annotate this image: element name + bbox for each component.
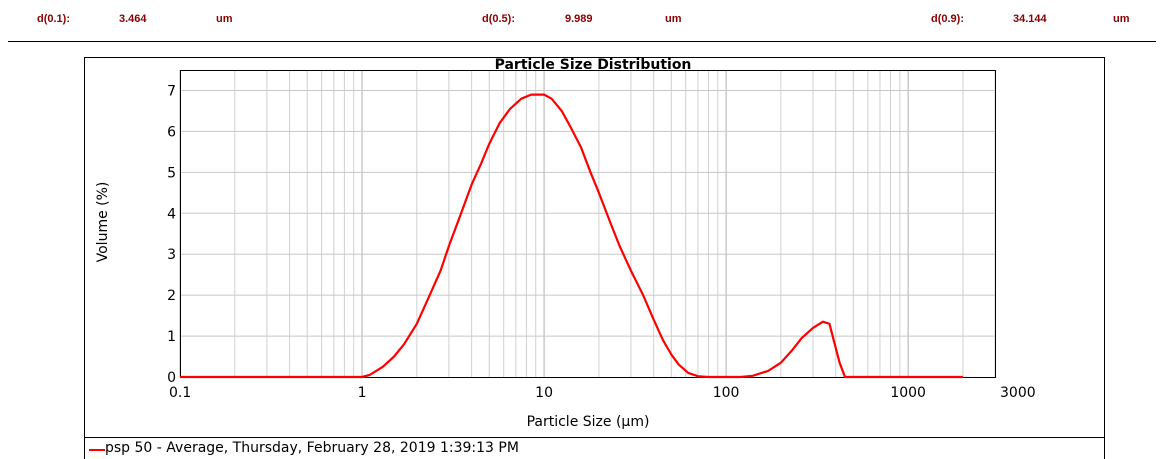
x-tick-label: 10 xyxy=(535,385,553,401)
y-tick-label: 7 xyxy=(167,83,176,99)
x-tick-label: 1 xyxy=(358,385,367,401)
statistics-bar: d(0.1): 3.464 um d(0.5): 9.989 um d(0.9)… xyxy=(0,0,1165,42)
y-tick-label: 6 xyxy=(167,124,176,140)
d50-unit: um xyxy=(665,13,682,25)
d90-label: d(0.9): xyxy=(931,13,964,25)
d90-unit: um xyxy=(1113,13,1130,25)
x-tick-label: 100 xyxy=(713,385,740,401)
x-axis-label: Particle Size (μm) xyxy=(527,414,650,430)
y-tick-label: 5 xyxy=(167,165,176,181)
y-tick-label: 2 xyxy=(167,288,176,304)
y-tick-label: 4 xyxy=(167,206,176,222)
d10-label: d(0.1): xyxy=(37,13,70,25)
x-tick-label: 1000 xyxy=(890,385,926,401)
y-tick-label: 1 xyxy=(167,329,176,345)
chart-title: Particle Size Distribution xyxy=(495,58,692,73)
chart-panel: 0 1 2 3 4 5 6 7 0.1 1 10 100 1000 3000 Particle Size … xyxy=(84,57,1105,437)
particle-size-chart: 0 1 2 3 4 5 6 7 0.1 1 10 100 1000 3000 Particle Size … xyxy=(95,57,1036,430)
plot-frame xyxy=(180,70,996,378)
y-axis-label: Volume (%) xyxy=(95,182,111,263)
legend-label: psp 50 - Average, Thursday, February 28,… xyxy=(105,440,519,456)
d10-unit: um xyxy=(216,13,233,25)
legend: psp 50 - Average, Thursday, February 28,… xyxy=(84,437,1105,459)
d90-value: 34.144 xyxy=(1013,13,1047,25)
y-tick-label: 3 xyxy=(167,247,176,263)
d50-value: 9.989 xyxy=(565,13,593,25)
series-line xyxy=(180,93,963,379)
d50-label: d(0.5): xyxy=(482,13,515,25)
x-tick-label: 3000 xyxy=(1000,385,1036,401)
y-tick-label: 0 xyxy=(167,370,176,386)
legend-swatch xyxy=(89,449,105,451)
d10-value: 3.464 xyxy=(119,13,147,25)
x-tick-label: 0.1 xyxy=(169,385,191,401)
grid xyxy=(179,70,996,377)
header-divider xyxy=(8,41,1156,42)
tick-labels: 0 1 2 3 4 5 6 7 0.1 1 10 100 1000 3000 xyxy=(167,83,1036,401)
